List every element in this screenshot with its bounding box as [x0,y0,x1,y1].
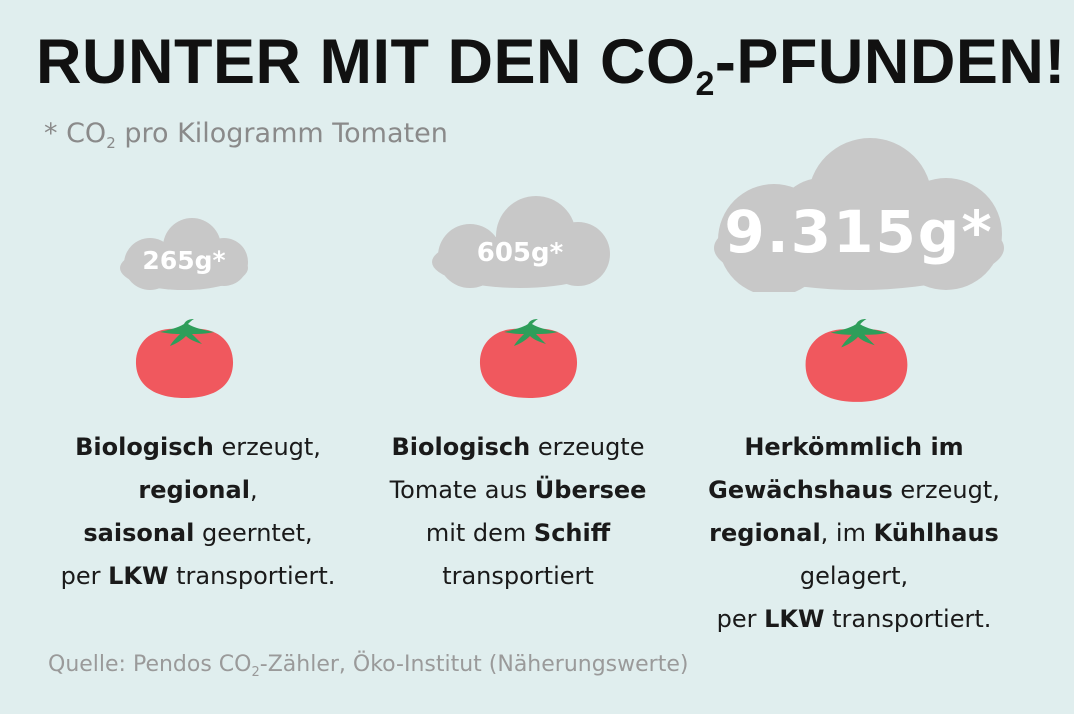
page-title: RUNTER MIT DEN CO2-PFUNDEN! [36,26,1066,101]
co2-value: 265g* [142,246,226,275]
subtitle-subscript: 2 [106,134,116,152]
bold-text: Biologisch [75,433,214,461]
title-tail: -PFUNDEN! [714,27,1066,97]
text: transportiert. [168,562,336,590]
description-line: transportiert [348,555,688,598]
text: erzeugt, [892,476,1000,504]
bold-text: LKW [108,562,169,590]
description-line: Herkömmlich im [682,426,1026,469]
source-prefix: Quelle: Pendos CO [48,652,252,677]
description-line: Tomate aus Übersee [348,469,688,512]
co2-value: 605g* [476,238,564,268]
text: Tomate aus [389,476,535,504]
subtitle-prefix: * CO [44,118,107,149]
description-line: Gewächshaus erzeugt, [682,469,1026,512]
source-subscript: 2 [251,665,260,680]
description-line: regional, im Kühlhaus [682,512,1026,555]
cloud-icon-small: 265g* [116,214,252,290]
bold-text: Schiff [533,519,611,547]
text: erzeugte [530,433,645,461]
title-subscript: 2 [695,65,715,103]
description-line: Biologisch erzeugte [348,426,688,469]
text: erzeugt, [213,433,321,461]
text: gelagert, [799,562,909,590]
description-line: per LKW transportiert. [682,598,1026,641]
bold-text: regional [138,476,250,504]
bold-text: regional [709,519,821,547]
bold-text: Biologisch [391,433,531,461]
text: mit dem [425,519,534,547]
tomato-icon [479,319,578,398]
text: geerntet, [194,519,313,547]
description-organic-regional: Biologisch erzeugt, regional, saisonal gee… [18,426,378,598]
cloud-icon-large: 9.315g* [710,136,1008,292]
cloud-icon [714,138,1004,292]
description-line: saisonal geerntet, [18,512,378,555]
cloud-icon [120,218,248,290]
bold-text: Übersee [534,476,647,504]
bold-text: Kühlhaus [873,519,999,547]
text: transportiert. [824,605,992,633]
text: transportiert [442,562,594,590]
cloud-icon-medium: 605g* [428,194,612,290]
bold-text: LKW [764,605,825,633]
description-line: gelagert, [682,555,1026,598]
description-line: regional, [18,469,378,512]
text: , im [820,519,874,547]
description-greenhouse: Herkömmlich im Gewächshaus erzeugt, region… [682,426,1026,641]
title-text: RUNTER MIT DEN CO [36,27,696,97]
subtitle: * CO2 pro Kilogramm Tomaten [44,118,448,152]
co2-value: 9.315g* [724,198,994,266]
text: per [716,605,765,633]
cloud-icon [432,196,610,288]
source-text: -Zähler, Öko-Institut (Näherungswerte) [259,652,689,677]
text: , [249,476,258,504]
tomato-icon [135,319,234,398]
bold-text: Herkömmlich im [744,433,964,461]
bold-text: saisonal [83,519,195,547]
description-line: Biologisch erzeugt, [18,426,378,469]
description-organic-overseas: Biologisch erzeugte Tomate aus Übersee mit… [348,426,688,598]
bold-text: Gewächshaus [708,476,893,504]
text: per [60,562,109,590]
subtitle-text: pro Kilogramm Tomaten [115,118,448,149]
tomato-icon [805,319,908,402]
description-line: mit dem Schiff [348,512,688,555]
description-line: per LKW transportiert. [18,555,378,598]
source-note: Quelle: Pendos CO2-Zähler, Öko-Institut … [48,652,689,680]
